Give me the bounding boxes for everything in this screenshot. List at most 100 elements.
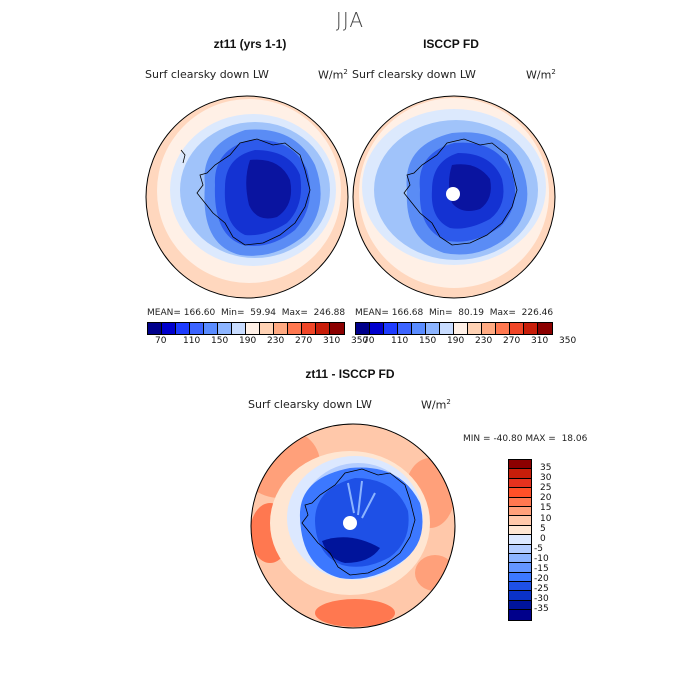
colorbar-diff-tick-label: -5: [534, 543, 543, 554]
diff-variable-label: Surf clearsky down LW: [248, 398, 372, 411]
pole-hole: [446, 187, 460, 201]
colorbar-diff-tick-label: 30: [540, 473, 552, 484]
diff-map-border: [250, 423, 456, 629]
colorbar-swatch: [148, 323, 162, 334]
map-core-deep: [246, 159, 292, 219]
units-label-model: W/m2: [318, 68, 348, 82]
colorbar-swatch: [176, 323, 190, 334]
colorbar-swatch: [218, 323, 232, 334]
antarctica-coastline: [196, 138, 311, 246]
colorbar-diff: [508, 459, 532, 621]
colorbar-swatch: [426, 323, 440, 334]
colorbar-tick-label: 270: [503, 336, 521, 346]
colorbar-diff-tick-label: 35: [540, 463, 552, 473]
colorbar-model: [147, 322, 345, 335]
stats-model: MEAN= 166.60 Min= 59.94 Max= 246.88: [147, 308, 346, 318]
variable-label-model: Surf clearsky down LW: [145, 68, 269, 81]
map-core-deep: [449, 164, 491, 211]
colorbar-swatch: [509, 525, 531, 536]
season-title: JJA: [335, 8, 365, 32]
colorbar-ticks-model: 70 110 150 190 230 270 310 350: [147, 336, 368, 348]
colorbar-tick-label: 110: [391, 336, 409, 346]
colorbar-diff-tick-label: 15: [540, 503, 552, 514]
polar-map-diff: [250, 423, 456, 629]
colorbar-swatch: [509, 488, 531, 498]
colorbar-swatch: [509, 563, 531, 573]
panel-title-model: zt11 (yrs 1-1): [213, 37, 287, 51]
colorbar-swatch: [482, 323, 496, 334]
polar-map-obs: [352, 95, 556, 299]
colorbar-obs: [355, 322, 553, 335]
colorbar-swatch: [370, 323, 384, 334]
units-label-obs: W/m2: [526, 68, 556, 82]
colorbar-diff-tick-label: -15: [534, 564, 549, 574]
diff-units-label: W/m2: [421, 398, 451, 412]
diff-pole-hole: [343, 516, 357, 530]
colorbar-swatch: [496, 323, 510, 334]
colorbar-swatch: [440, 323, 454, 334]
map-border: [352, 95, 556, 299]
peninsula-outline: [180, 149, 186, 164]
colorbar-tick-label: 190: [239, 336, 257, 346]
diff-title: zt11 - ISCCP FD: [305, 367, 395, 381]
colorbar-diff-tick-label: -25: [534, 584, 549, 595]
colorbar-tick-label: 70: [155, 336, 167, 346]
colorbar-swatch: [246, 323, 260, 334]
colorbar-swatch: [509, 497, 531, 507]
colorbar-ticks-obs: 70 110 150 190 230 270 310 350: [355, 336, 576, 348]
colorbar-swatch: [509, 535, 531, 545]
colorbar-diff-tick-label: 20: [540, 493, 552, 504]
colorbar-swatch: [412, 323, 426, 334]
colorbar-swatch: [509, 506, 531, 517]
colorbar-swatch: [260, 323, 274, 334]
colorbar-swatch: [509, 516, 531, 526]
colorbar-swatch: [509, 591, 531, 601]
colorbar-swatch: [509, 553, 531, 564]
colorbar-swatch: [468, 323, 482, 334]
colorbar-swatch: [454, 323, 468, 334]
colorbar-swatch: [538, 323, 552, 334]
colorbar-diff-tick-label: 0: [540, 533, 546, 544]
colorbar-swatch: [509, 582, 531, 592]
colorbar-diff-tick-label: 25: [540, 483, 552, 494]
antarctica-coastline: [403, 138, 518, 246]
colorbar-tick-label: 150: [211, 336, 229, 346]
colorbar-tick-label: 310: [323, 336, 341, 346]
colorbar-diff-ticks: 35 30 25 20 15 10 5 0 -5 -10 -15 -20 -25 -30 -35: [534, 459, 594, 624]
colorbar-swatch: [510, 323, 524, 334]
colorbar-diff-tick-label: -30: [534, 594, 549, 605]
colorbar-swatch: [509, 469, 531, 479]
map-border: [145, 95, 349, 299]
colorbar-swatch: [398, 323, 412, 334]
colorbar-swatch: [384, 323, 398, 334]
colorbar-swatch: [162, 323, 176, 334]
panel-title-obs: ISCCP FD: [423, 37, 479, 51]
colorbar-swatch: [524, 323, 538, 334]
colorbar-diff-tick-label: -20: [534, 574, 549, 585]
colorbar-swatch: [330, 323, 344, 334]
colorbar-tick-label: 190: [447, 336, 465, 346]
colorbar-swatch: [288, 323, 302, 334]
colorbar-swatch: [356, 323, 370, 334]
colorbar-tick-label: 150: [419, 336, 437, 346]
colorbar-swatch: [509, 610, 531, 620]
colorbar-swatch: [509, 478, 531, 489]
colorbar-tick-label: 350: [351, 336, 369, 346]
colorbar-swatch: [316, 323, 330, 334]
colorbar-diff-tick-label: -35: [534, 604, 549, 615]
polar-map-model: [145, 95, 349, 299]
colorbar-tick-label: 230: [267, 336, 285, 346]
diff-minmax: MIN = -40.80 MAX = 18.06: [463, 434, 588, 444]
colorbar-diff-tick-label: 5: [540, 523, 546, 534]
colorbar-diff-tick-label: -10: [534, 553, 549, 564]
colorbar-swatch: [509, 544, 531, 554]
colorbar-swatch: [274, 323, 288, 334]
diff-coastline: [301, 468, 416, 576]
colorbar-diff-tick-label: 10: [540, 513, 552, 524]
colorbar-swatch: [190, 323, 204, 334]
colorbar-swatch: [509, 572, 531, 583]
colorbar-swatch: [302, 323, 316, 334]
colorbar-tick-label: 310: [531, 336, 549, 346]
variable-label-obs: Surf clearsky down LW: [352, 68, 476, 81]
colorbar-tick-label: 270: [295, 336, 313, 346]
